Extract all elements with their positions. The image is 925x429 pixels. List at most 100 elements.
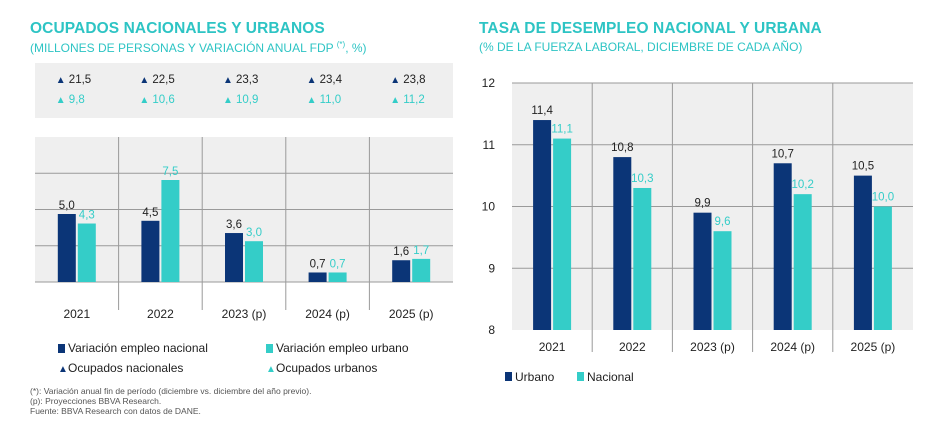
bar bbox=[412, 258, 431, 282]
marker-label: 23,8 bbox=[403, 74, 425, 86]
category-label: 2021 bbox=[539, 340, 566, 354]
bar-value-label: 9,6 bbox=[715, 216, 731, 228]
bar bbox=[392, 260, 411, 282]
category-label: 2022 bbox=[619, 340, 646, 354]
bar bbox=[141, 220, 160, 282]
left-subtitle-main: (MILLONES DE PERSONAS Y VARIACIÓN ANUAL … bbox=[30, 41, 337, 55]
marker-triangle: ▲ bbox=[307, 75, 317, 86]
marker-label: 10,6 bbox=[152, 94, 174, 106]
marker-label: 21,5 bbox=[69, 74, 91, 86]
bar-value-label: 7,5 bbox=[162, 166, 178, 178]
legend-label: Variación empleo nacional bbox=[68, 341, 208, 355]
bar bbox=[713, 231, 732, 330]
right-chart: 8 9 10 11 12 11,4 11,1 2021 10,8 10,3 2022 9,9 9,6 20… bbox=[482, 76, 913, 384]
marker-panel-bg bbox=[35, 63, 453, 118]
bar bbox=[225, 233, 243, 282]
bar-value-label: 10,3 bbox=[631, 173, 653, 185]
bar-value-label: 11,4 bbox=[531, 105, 553, 117]
bar bbox=[308, 272, 327, 282]
legend-marker: ▲ bbox=[58, 364, 68, 375]
legend-swatch bbox=[266, 344, 273, 353]
bar bbox=[773, 163, 792, 330]
bar-value-label: 0,7 bbox=[330, 258, 346, 270]
bar-value-label: 10,8 bbox=[611, 142, 633, 154]
bar bbox=[57, 214, 76, 282]
left-chart-subtitle: (MILLONES DE PERSONAS Y VARIACIÓN ANUAL … bbox=[30, 40, 367, 55]
bar bbox=[853, 175, 872, 330]
y-tick-label: 8 bbox=[488, 323, 495, 337]
bar bbox=[328, 272, 347, 282]
category-label: 2024 (p) bbox=[305, 307, 350, 321]
marker-triangle: ▲ bbox=[223, 95, 233, 106]
y-tick-label: 10 bbox=[482, 200, 496, 214]
legend-label: Ocupados urbanos bbox=[276, 361, 377, 375]
bar bbox=[633, 187, 652, 330]
bar-value-label: 0,7 bbox=[310, 258, 326, 270]
marker-label: 9,8 bbox=[69, 94, 85, 106]
footnote-3: Fuente: BBVA Research con datos de DANE. bbox=[30, 406, 201, 416]
bar bbox=[161, 180, 180, 282]
bar bbox=[553, 138, 572, 330]
bar bbox=[533, 120, 552, 330]
bar bbox=[77, 223, 96, 282]
legend-label: Urbano bbox=[515, 370, 555, 384]
bar-value-label: 5,0 bbox=[59, 200, 75, 212]
footnotes: (*): Variación anual fin de período (dic… bbox=[30, 386, 311, 416]
bar-value-label: 3,6 bbox=[226, 219, 242, 231]
bar bbox=[873, 206, 892, 330]
bar-value-label: 4,5 bbox=[142, 207, 158, 219]
category-label: 2025 (p) bbox=[851, 340, 896, 354]
marker-triangle: ▲ bbox=[139, 75, 149, 86]
bar-value-label: 1,6 bbox=[393, 246, 409, 258]
category-label: 2024 (p) bbox=[770, 340, 815, 354]
y-tick-label: 12 bbox=[482, 76, 496, 90]
y-tick-label: 9 bbox=[488, 261, 495, 275]
bar bbox=[245, 241, 263, 282]
footnote-2: (p): Proyecciones BBVA Research. bbox=[30, 396, 162, 406]
left-chart-title: OCUPADOS NACIONALES Y URBANOS bbox=[30, 20, 325, 37]
marker-label: 23,3 bbox=[236, 74, 258, 86]
left-subtitle-sup: (*) bbox=[336, 40, 346, 49]
category-label: 2025 (p) bbox=[389, 307, 434, 321]
bar-value-label: 10,5 bbox=[852, 161, 874, 173]
marker-triangle: ▲ bbox=[56, 75, 66, 86]
marker-label: 11,0 bbox=[320, 94, 342, 106]
bar bbox=[613, 157, 632, 330]
marker-triangle: ▲ bbox=[56, 95, 66, 106]
bar bbox=[693, 212, 712, 330]
marker-label: 22,5 bbox=[152, 74, 174, 86]
marker-triangle: ▲ bbox=[390, 95, 400, 106]
bar-value-label: 9,9 bbox=[695, 198, 711, 210]
bar-value-label: 4,3 bbox=[79, 210, 95, 222]
legend-label: Variación empleo urbano bbox=[276, 341, 409, 355]
bar-value-label: 11,1 bbox=[551, 124, 573, 136]
left-subtitle-end: , %) bbox=[345, 41, 367, 55]
category-label: 2023 (p) bbox=[690, 340, 735, 354]
marker-triangle: ▲ bbox=[390, 75, 400, 86]
footnote-1: (*): Variación anual fin de período (dic… bbox=[30, 386, 312, 396]
legend-marker: ▲ bbox=[266, 364, 276, 375]
category-label: 2021 bbox=[63, 307, 90, 321]
marker-label: 11,2 bbox=[403, 94, 425, 106]
marker-triangle: ▲ bbox=[307, 95, 317, 106]
bar-value-label: 10,2 bbox=[792, 179, 814, 191]
marker-label: 23,4 bbox=[320, 74, 343, 86]
legend-swatch bbox=[505, 372, 512, 381]
marker-triangle: ▲ bbox=[139, 95, 149, 106]
bar-value-label: 1,7 bbox=[413, 245, 429, 257]
y-tick-label: 11 bbox=[483, 138, 496, 152]
bar-value-label: 10,7 bbox=[772, 148, 794, 160]
legend-swatch bbox=[58, 344, 65, 353]
category-label: 2023 (p) bbox=[222, 307, 267, 321]
right-chart-subtitle: (% DE LA FUERZA LABORAL, DICIEMBRE DE CA… bbox=[479, 40, 803, 54]
marker-triangle: ▲ bbox=[223, 75, 233, 86]
marker-label: 10,9 bbox=[236, 94, 258, 106]
legend-swatch bbox=[577, 372, 584, 381]
bar-value-label: 3,0 bbox=[246, 227, 262, 239]
bar bbox=[793, 194, 812, 330]
category-label: 2022 bbox=[147, 307, 174, 321]
right-chart-title: TASA DE DESEMPLEO NACIONAL Y URBANA bbox=[479, 20, 822, 37]
legend-label: Nacional bbox=[587, 370, 634, 384]
bar-value-label: 10,0 bbox=[872, 192, 894, 204]
